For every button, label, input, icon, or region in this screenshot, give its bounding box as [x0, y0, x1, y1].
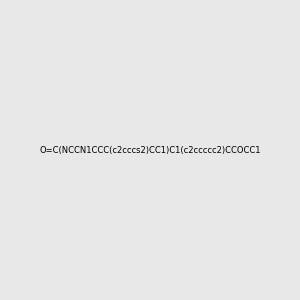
Text: O=C(NCCN1CCC(c2cccs2)CC1)C1(c2ccccc2)CCOCC1: O=C(NCCN1CCC(c2cccs2)CC1)C1(c2ccccc2)CCO…	[39, 146, 261, 154]
